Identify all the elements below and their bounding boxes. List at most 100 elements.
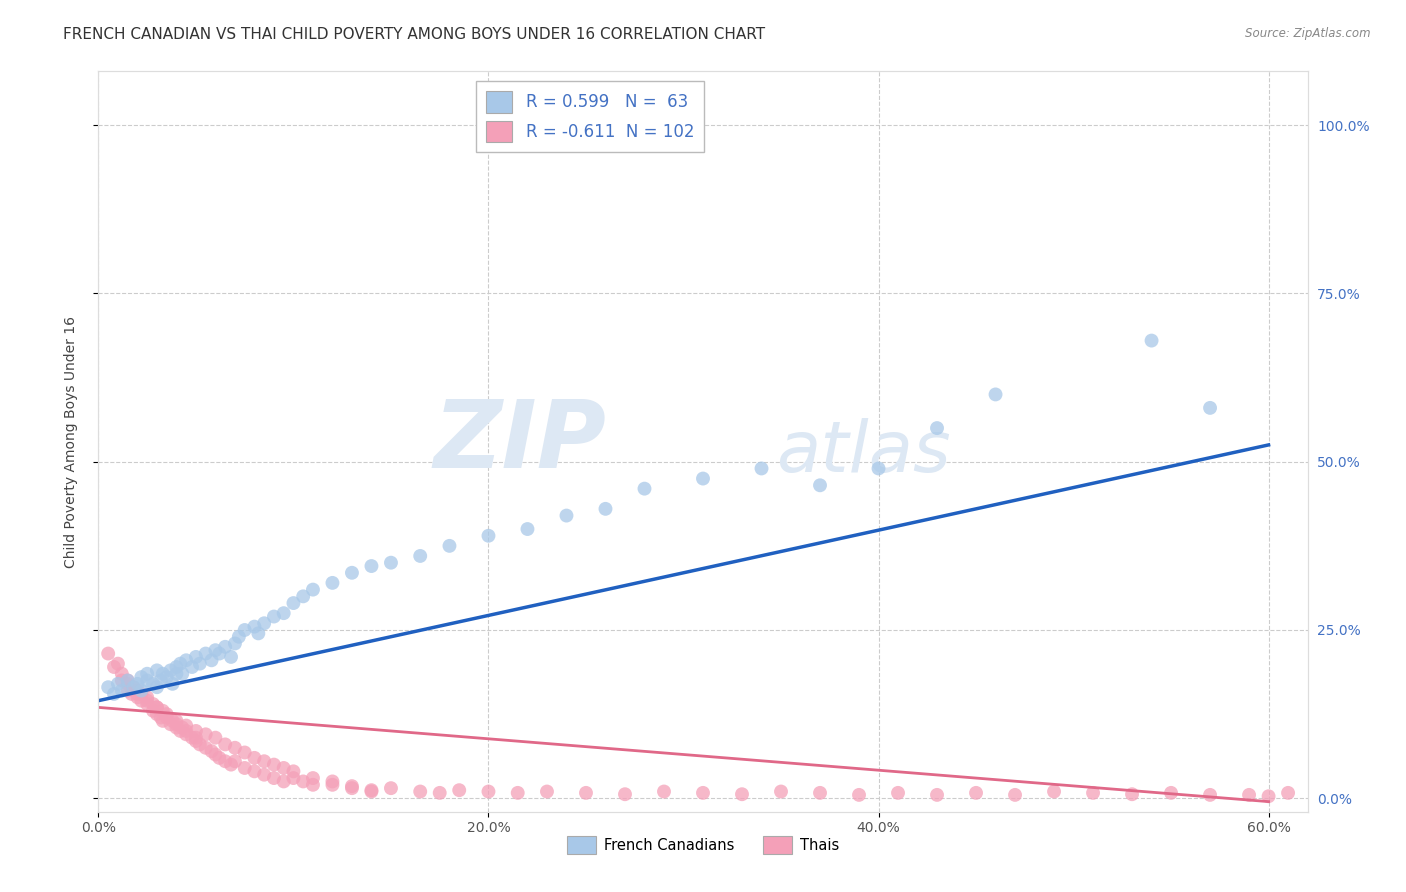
Point [224,636,246,650]
Text: FRENCH CANADIAN VS THAI CHILD POVERTY AMONG BOYS UNDER 16 CORRELATION CHART: FRENCH CANADIAN VS THAI CHILD POVERTY AM… [63,27,765,42]
Point [516,522,538,536]
Point [174,653,197,667]
Point [121,687,143,701]
Point [169,657,191,671]
Point [156,707,179,722]
Point [208,647,231,661]
Point [925,788,948,802]
Legend: French Canadians, Thais: French Canadians, Thais [561,830,845,860]
Point [103,660,125,674]
Point [117,673,139,688]
Point [1081,786,1104,800]
Point [692,786,714,800]
Point [1257,789,1279,804]
Point [127,683,149,698]
Point [1140,334,1163,348]
Point [204,747,226,762]
Point [107,657,129,671]
Point [536,784,558,798]
Point [111,683,134,698]
Point [1199,401,1222,415]
Point [136,666,159,681]
Point [321,774,343,789]
Point [200,653,222,667]
Point [136,690,159,705]
Point [965,786,987,800]
Point [731,787,754,801]
Point [292,774,315,789]
Point [652,784,675,798]
Point [555,508,578,523]
Point [769,784,792,798]
Point [302,771,325,785]
Point [253,754,276,768]
Point [107,677,129,691]
Point [848,788,870,802]
Point [162,714,184,728]
Point [142,697,165,711]
Point [174,718,197,732]
Point [142,677,165,691]
Point [146,664,169,678]
Point [321,575,343,590]
Point [146,700,169,714]
Point [233,746,256,760]
Point [219,649,242,664]
Point [122,680,145,694]
Point [204,731,226,745]
Point [575,786,598,800]
Point [273,606,295,620]
Text: atlas: atlas [776,418,950,487]
Point [292,590,315,604]
Point [152,704,174,718]
Point [188,657,211,671]
Point [136,673,159,688]
Point [117,677,139,691]
Point [219,757,242,772]
Point [174,727,197,741]
Point [380,781,402,796]
Point [156,670,179,684]
Point [208,751,231,765]
Point [181,660,204,674]
Point [165,721,187,735]
Point [449,783,471,797]
Point [131,694,153,708]
Point [111,673,134,688]
Point [751,461,773,475]
Point [159,717,181,731]
Point [184,649,207,664]
Point [146,707,169,722]
Point [165,666,187,681]
Point [614,787,637,801]
Point [184,723,207,738]
Point [692,472,714,486]
Point [360,784,382,798]
Point [1004,788,1026,802]
Point [263,771,285,785]
Point [214,640,236,654]
Point [233,761,256,775]
Point [224,754,246,768]
Point [194,727,217,741]
Point [887,786,910,800]
Point [117,683,139,698]
Point [111,666,134,681]
Point [321,778,343,792]
Point [477,529,499,543]
Point [439,539,461,553]
Point [165,660,187,674]
Point [149,710,172,724]
Point [1237,788,1260,802]
Point [165,714,187,728]
Point [253,616,276,631]
Point [283,764,305,779]
Point [127,687,149,701]
Point [159,664,181,678]
Point [146,680,169,694]
Point [283,771,305,785]
Point [194,740,217,755]
Point [214,738,236,752]
Point [162,677,184,691]
Point [340,566,363,580]
